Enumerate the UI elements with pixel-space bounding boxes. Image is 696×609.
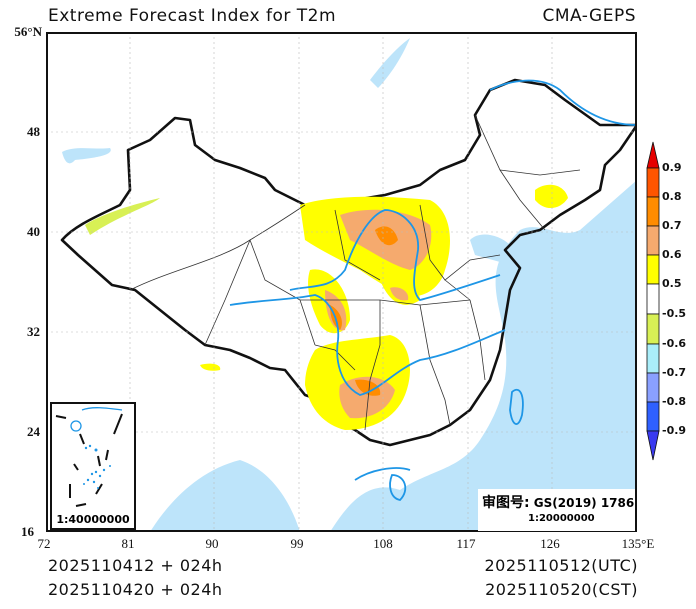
lake-balkhash	[62, 148, 111, 164]
approval-code: GS(2019) 1786	[533, 496, 635, 510]
y-tick-32: 32	[27, 324, 40, 339]
rivers	[229, 79, 635, 501]
colorbar-label-neg0.9: -0.9	[662, 424, 687, 437]
map-frame	[46, 32, 637, 532]
inset-scale: 1:40000000	[56, 513, 130, 526]
colorbar-label-0.6: 0.6	[662, 248, 682, 261]
map-approval-box: 审图号: GS(2019) 1786 1:20000000	[478, 489, 635, 531]
lake-baikal	[370, 38, 410, 88]
colorbar-label-0.5: 0.5	[662, 277, 682, 290]
x-tick-108: 108	[373, 536, 393, 551]
inset-map	[55, 407, 123, 507]
y-tick-24: 24	[27, 424, 40, 439]
x-tick-135: 135°E	[621, 536, 655, 551]
valid-time-utc: 2025110512(UTC)	[484, 556, 638, 575]
colorbar	[646, 140, 660, 462]
colorbar-label-neg0.8: -0.8	[662, 395, 687, 408]
approval-scale: 1:20000000	[528, 513, 595, 524]
x-tick-126: 126	[540, 536, 560, 551]
valid-time-cst: 2025110520(CST)	[485, 580, 638, 599]
graticule	[48, 34, 635, 530]
colorbar-label-neg0.5: -0.5	[662, 307, 687, 320]
approval-line: 审图号: GS(2019) 1786	[482, 492, 634, 512]
x-tick-117: 117	[456, 536, 476, 551]
chart-title: Extreme Forecast Index for T2m	[48, 6, 337, 26]
y-tick-40: 40	[27, 224, 40, 239]
colorbar-label-0.9: 0.9	[662, 161, 682, 174]
south-china-sea-inset: 1:40000000	[50, 402, 136, 530]
x-tick-90: 90	[205, 536, 219, 551]
y-tick-48: 48	[27, 124, 40, 139]
sea-area	[331, 181, 635, 530]
x-tick-99: 99	[290, 536, 304, 551]
colorbar-label-neg0.7: -0.7	[662, 366, 687, 379]
colorbar-label-0.7: 0.7	[662, 219, 682, 232]
colorbar-label-neg0.6: -0.6	[662, 337, 687, 350]
province-borders	[129, 114, 581, 431]
colorbar-graphic	[646, 141, 660, 461]
map-canvas	[48, 34, 635, 530]
y-tick-56: 56°N	[14, 24, 42, 39]
x-tick-72: 72	[37, 536, 51, 551]
init-time-utc: 2025110412 + 024h	[48, 556, 223, 575]
approval-label: 审图号:	[482, 495, 530, 511]
model-name: CMA-GEPS	[542, 6, 636, 26]
colorbar-label-0.8: 0.8	[662, 190, 682, 203]
bay-of-bengal	[151, 460, 300, 530]
x-tick-81: 81	[121, 536, 135, 551]
china-border	[60, 78, 635, 447]
y-tick-16: 16	[21, 524, 34, 539]
init-time-cst: 2025110420 + 024h	[48, 580, 223, 599]
